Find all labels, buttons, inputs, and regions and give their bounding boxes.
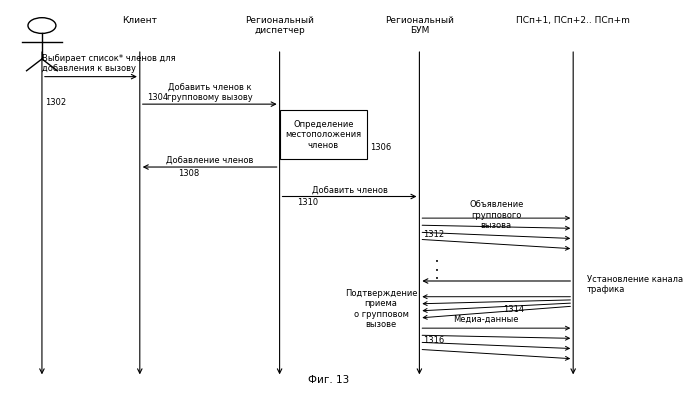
Text: Клиент: Клиент bbox=[122, 16, 157, 25]
Text: 1304: 1304 bbox=[147, 93, 168, 102]
Text: Добавить членов: Добавить членов bbox=[312, 185, 387, 194]
Text: Подтверждение
приема
о групповом
вызове: Подтверждение приема о групповом вызове bbox=[345, 289, 417, 329]
Text: Региональный
БУМ: Региональный БУМ bbox=[385, 16, 454, 35]
Text: 1312: 1312 bbox=[423, 230, 444, 239]
Text: •
•
•: • • • bbox=[435, 259, 439, 283]
Text: 1306: 1306 bbox=[370, 143, 391, 152]
Text: 1308: 1308 bbox=[178, 169, 199, 178]
Text: Объявление
группового
вызова: Объявление группового вызова bbox=[469, 200, 524, 230]
Text: Региональный
диспетчер: Региональный диспетчер bbox=[245, 16, 314, 35]
Text: Добавить членов к
групповому вызову: Добавить членов к групповому вызову bbox=[167, 83, 252, 102]
Text: Добавление членов: Добавление членов bbox=[166, 156, 254, 165]
Bar bbox=[280, 110, 367, 159]
Text: 1302: 1302 bbox=[45, 98, 66, 107]
Text: Определение
местоположения
членов: Определение местоположения членов bbox=[285, 120, 361, 149]
Text: ПСп+1, ПСп+2.. ПСп+m: ПСп+1, ПСп+2.. ПСп+m bbox=[517, 16, 630, 25]
Text: Установление канала
трафика: Установление канала трафика bbox=[587, 275, 684, 294]
Text: 1316: 1316 bbox=[423, 336, 444, 345]
Text: Фиг. 13: Фиг. 13 bbox=[308, 375, 350, 385]
Text: Медиа-данные: Медиа-данные bbox=[453, 315, 519, 324]
Text: 1310: 1310 bbox=[297, 198, 318, 208]
Text: 1314: 1314 bbox=[503, 305, 524, 314]
Text: Выбирает список* членов для
добавления к вызову: Выбирает список* членов для добавления к… bbox=[42, 54, 175, 73]
